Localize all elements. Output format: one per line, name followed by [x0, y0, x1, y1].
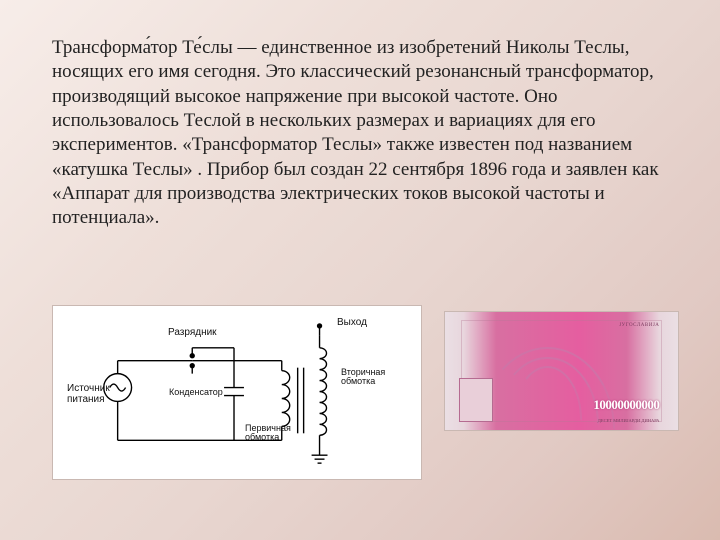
figure-row: Источникпитания Разрядник Конденсатор Пе… [52, 305, 679, 480]
tesla-coil-schematic: Источникпитания Разрядник Конденсатор Пе… [52, 305, 422, 480]
label-text: Выход [337, 317, 367, 328]
banknote-country-text: ЈУГОСЛАВИЈА [619, 323, 659, 328]
label-text: Первичнаяобмотка [245, 423, 291, 442]
label-capacitor: Конденсатор [169, 388, 223, 397]
label-primary-coil: Первичнаяобмотка [245, 424, 291, 443]
banknote-denomination-words: ДЕСЕТ МИЛИЈАРДИ ДИНАРА [598, 418, 660, 423]
label-text: Конденсатор [169, 387, 223, 397]
yugoslav-banknote: ЈУГОСЛАВИЈА 10000000000 ДЕСЕТ МИЛИЈАРДИ … [444, 311, 679, 431]
label-text: Вторичнаяобмотка [341, 367, 385, 386]
main-paragraph: Трансформа́тор Те́слы — единственное из … [52, 36, 662, 231]
label-output: Выход [337, 318, 367, 329]
label-text: Разрядник [168, 327, 217, 338]
banknote-denomination: 10000000000 [593, 397, 659, 413]
label-text: Источникпитания [67, 383, 110, 405]
slide: Трансформа́тор Те́слы — единственное из … [0, 0, 720, 540]
label-spark-gap: Разрядник [168, 328, 217, 339]
label-power-source: Источникпитания [67, 384, 110, 405]
banknote-portrait [459, 378, 493, 422]
label-secondary-coil: Вторичнаяобмотка [341, 368, 385, 387]
